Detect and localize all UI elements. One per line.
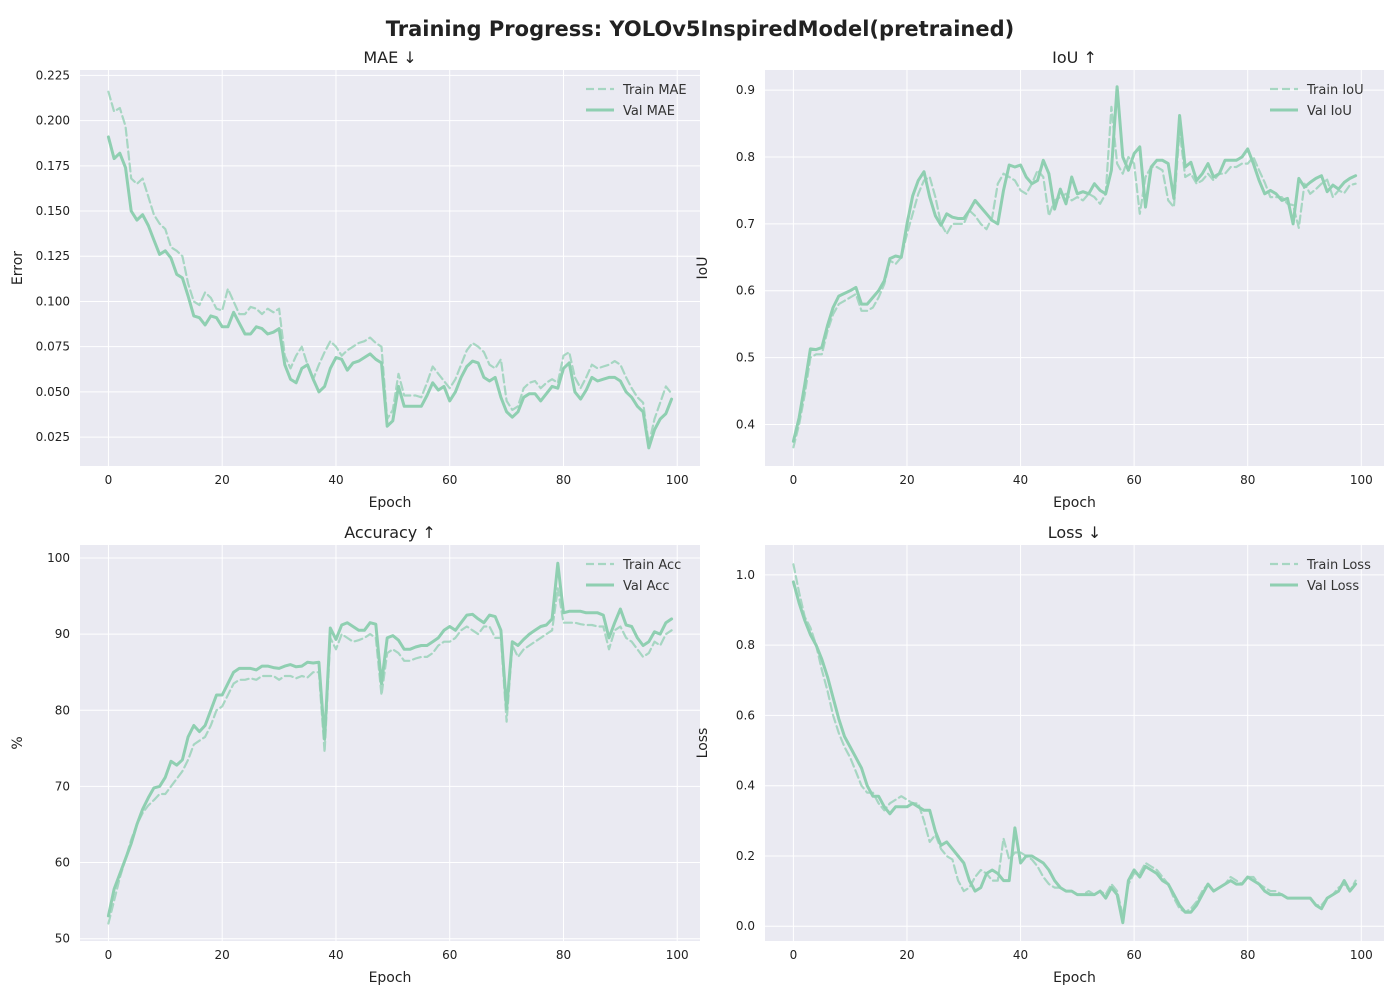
x-tick-label: 40 — [328, 473, 343, 487]
x-tick-label: 0 — [790, 473, 798, 487]
y-tick-label: 60 — [55, 856, 70, 870]
y-tick-label: 80 — [55, 703, 70, 717]
series-line-val — [791, 85, 1358, 443]
x-tick-label: 100 — [1350, 473, 1373, 487]
y-tick-label: 1.0 — [736, 568, 755, 582]
y-tick-label: 0.4 — [736, 418, 755, 432]
x-tick-label: 80 — [1240, 473, 1255, 487]
y-tick-label: 0.8 — [736, 150, 755, 164]
y-tick-label: 0.4 — [736, 779, 755, 793]
x-tick-label: 0 — [105, 473, 113, 487]
x-tick-label: 20 — [899, 473, 914, 487]
x-tick-label: 100 — [1350, 948, 1373, 962]
series-line-train — [107, 587, 673, 925]
series-line-val — [106, 135, 674, 450]
subplot-loss: 0 20 40 60 80 100 0.0 0.2 0.4 0.6 0.8 1.0 Train Loss… — [695, 523, 1384, 986]
series-line-val — [791, 580, 1358, 925]
legend-label: Val Loss — [1307, 579, 1359, 594]
subplot-title: MAE ↓ — [363, 48, 416, 67]
legend-label: Train IoU — [1306, 83, 1364, 98]
y-tick-label: 0.7 — [736, 217, 755, 231]
x-tick-label: 60 — [1126, 948, 1141, 962]
x-tick-label: 60 — [442, 948, 457, 962]
y-axis-label: Error — [10, 251, 26, 285]
y-tick-label: 0.125 — [36, 249, 70, 263]
y-axis-label: % — [10, 736, 26, 749]
y-tick-label: 0.8 — [736, 638, 755, 652]
x-tick-label: 40 — [1013, 948, 1028, 962]
x-axis-label: Epoch — [1053, 970, 1096, 986]
y-tick-label: 0.6 — [736, 708, 755, 722]
x-tick-label: 0 — [105, 948, 113, 962]
x-axis-label: Epoch — [1053, 495, 1096, 511]
subplot-mae: 0 20 40 60 80 100 0.025 0.050 0.075 0.100 0.125 0.1… — [10, 48, 700, 511]
y-tick-label: 90 — [55, 627, 70, 641]
y-tick-label: 0.100 — [36, 294, 70, 308]
figure-title: Training Progress: YOLOv5InspiredModel(p… — [386, 17, 1015, 41]
legend-label: Train Acc — [622, 558, 681, 573]
subplot-iou: 0 20 40 60 80 100 0.4 0.5 0.6 0.7 0.8 0.9 Train IoU V… — [695, 48, 1384, 511]
y-tick-label: 0.6 — [736, 284, 755, 298]
x-tick-label: 0 — [790, 948, 798, 962]
y-axis-label: Loss — [695, 728, 711, 759]
y-tick-label: 0.150 — [36, 204, 70, 218]
subplot-title: Loss ↓ — [1048, 523, 1102, 542]
subplot-accuracy: 0 20 40 60 80 100 50 60 70 80 90 100 Train Acc Val Ac… — [10, 523, 700, 986]
legend-label: Train Loss — [1306, 558, 1371, 573]
x-tick-label: 80 — [556, 948, 571, 962]
x-tick-label: 100 — [666, 473, 689, 487]
x-axis-label: Epoch — [369, 495, 412, 511]
y-tick-label: 70 — [55, 779, 70, 793]
legend-label: Train MAE — [622, 83, 687, 98]
y-tick-label: 0.5 — [736, 351, 755, 365]
legend-label: Val IoU — [1307, 104, 1352, 119]
legend-mae: Train MAE Val MAE — [586, 83, 687, 119]
legend-label: Val Acc — [623, 579, 670, 594]
series-line-val — [106, 561, 674, 918]
series-line-train — [107, 90, 673, 446]
x-tick-label: 20 — [899, 948, 914, 962]
legend-iou: Train IoU Val IoU — [1270, 83, 1364, 119]
legend-accuracy: Train Acc Val Acc — [586, 558, 681, 594]
legend-loss: Train Loss Val Loss — [1270, 558, 1371, 594]
x-tick-label: 20 — [215, 948, 230, 962]
y-tick-label: 0.0 — [736, 919, 755, 933]
x-axis-label: Epoch — [369, 970, 412, 986]
plot-area-accuracy — [80, 545, 700, 941]
x-tick-label: 100 — [666, 948, 689, 962]
y-tick-label: 0.9 — [736, 83, 755, 97]
y-tick-label: 0.175 — [36, 159, 70, 173]
y-tick-label: 100 — [47, 551, 70, 565]
y-tick-label: 0.075 — [36, 340, 70, 354]
y-tick-label: 0.025 — [36, 430, 70, 444]
x-tick-label: 80 — [556, 473, 571, 487]
subplot-title: IoU ↑ — [1052, 48, 1097, 67]
y-tick-label: 0.2 — [736, 849, 755, 863]
y-tick-label: 0.200 — [36, 114, 70, 128]
x-tick-label: 40 — [328, 948, 343, 962]
plot-area-mae — [80, 70, 700, 466]
legend-label: Val MAE — [623, 104, 675, 119]
subplot-grid: 0 20 40 60 80 1000.0250.0500.0750.1000.1250.1… — [10, 48, 1384, 986]
x-tick-label: 20 — [215, 473, 230, 487]
x-tick-label: 60 — [442, 473, 457, 487]
plot-area-loss — [765, 545, 1384, 941]
x-tick-label: 80 — [1240, 948, 1255, 962]
plot-area-iou — [765, 70, 1384, 466]
y-tick-label: 0.050 — [36, 385, 70, 399]
subplot-title: Accuracy ↑ — [344, 523, 436, 542]
y-axis-label: IoU — [695, 257, 711, 280]
x-tick-label: 40 — [1013, 473, 1028, 487]
y-tick-label: 0.225 — [36, 68, 70, 82]
y-tick-label: 50 — [55, 932, 70, 946]
x-tick-label: 60 — [1126, 473, 1141, 487]
